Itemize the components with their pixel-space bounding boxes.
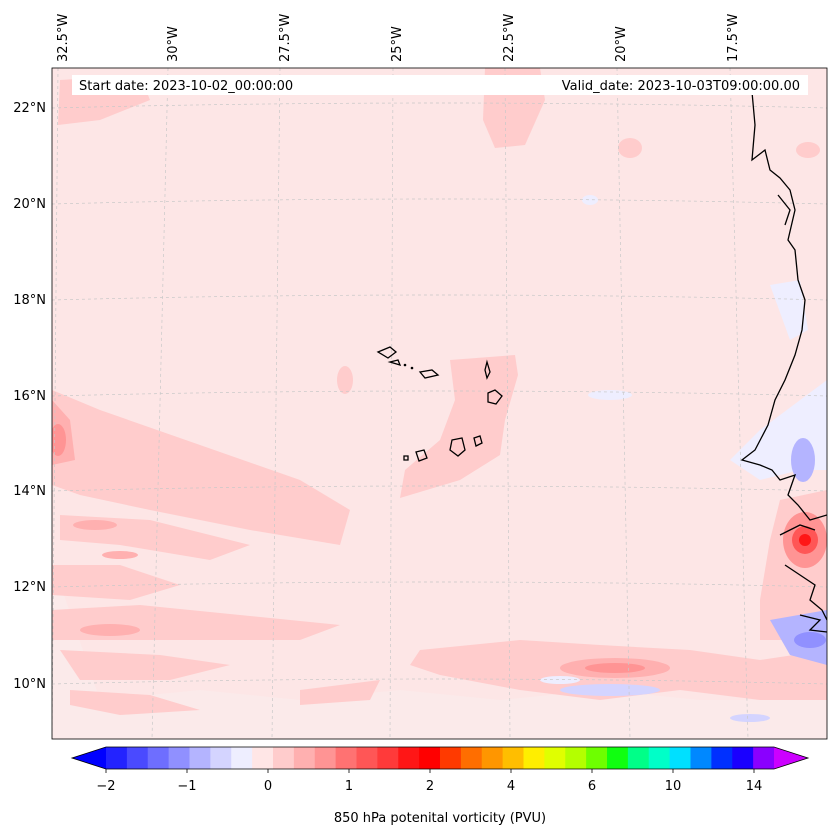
colorbar-cell (273, 747, 295, 769)
colorbar-ticks (105, 769, 755, 773)
colorbar-cell (440, 747, 462, 769)
colorbar-cell (544, 747, 566, 769)
colorbar-cell (231, 747, 253, 769)
colorbar-cell (377, 747, 399, 769)
valid-date-label: Valid_date: 2023-10-03T09:00:00.00 (562, 79, 800, 94)
colorbar-cell (419, 747, 441, 769)
colorbar-cell (293, 747, 316, 769)
colorbar-cell (669, 747, 692, 769)
colorbar-cell (460, 747, 483, 769)
colorbar-tick-label: 10 (665, 779, 682, 794)
coastlines (740, 91, 827, 633)
lat-label: 10°N (13, 677, 46, 692)
lon-label: 32.5°W (56, 14, 71, 62)
lon-label: 25°W (390, 26, 405, 62)
lon-label: 17.5°W (726, 14, 741, 62)
colorbar-cell (398, 747, 420, 769)
colorbar-min-extension (72, 747, 106, 769)
small-islet-dots (403, 363, 414, 370)
longitude-labels: 32.5°W 30°W 27.5°W 25°W 22.5°W 20°W 17.5… (56, 14, 741, 62)
colorbar-tick-labels: −2 −1 0 1 2 4 6 10 14 (96, 779, 762, 794)
colorbar-max-extension (774, 747, 808, 769)
colorbar-cell (690, 747, 712, 769)
lon-label: 27.5°W (278, 14, 293, 62)
colorbar-cell (648, 747, 671, 769)
colorbar-cell (314, 747, 337, 769)
lat-label: 12°N (13, 580, 46, 595)
cape-verde-islands (376, 346, 503, 462)
colorbar-cell (106, 747, 128, 769)
lat-label: 20°N (13, 197, 46, 212)
colorbar-tick-label: 6 (588, 779, 596, 794)
colorbar-cell (126, 747, 149, 769)
lat-label: 22°N (13, 101, 46, 116)
latitude-labels: 22°N 20°N 18°N 16°N 14°N 12°N 10°N (13, 101, 46, 692)
graticule (52, 68, 827, 739)
colorbar-cell (523, 747, 545, 769)
colorbar-label: 850 hPa potenital vorticity (PVU) (334, 811, 546, 826)
colorbar-cell (586, 747, 608, 769)
colorbar-cells (106, 747, 775, 769)
colorbar-cell (356, 747, 378, 769)
colorbar-cell (502, 747, 525, 769)
colorbar-cell (565, 747, 587, 769)
colorbar-tick-label: −2 (96, 779, 115, 794)
lon-label: 30°W (166, 26, 181, 62)
colorbar-cell (252, 747, 274, 769)
map-frame (51, 67, 828, 740)
colorbar-tick-label: 14 (746, 779, 763, 794)
colorbar-cell (607, 747, 629, 769)
date-banner (72, 75, 808, 95)
colorbar-tick-label: 2 (426, 779, 434, 794)
lon-label: 22.5°W (502, 14, 517, 62)
pv-contour-fills (52, 68, 827, 739)
lon-label: 20°W (614, 26, 629, 62)
lat-label: 16°N (13, 389, 46, 404)
colorbar: −2 −1 0 1 2 4 6 10 14 850 hPa potenital … (70, 746, 810, 826)
colorbar-tick-label: 4 (507, 779, 515, 794)
colorbar-tick-label: 1 (345, 779, 353, 794)
colorbar-cell (711, 747, 733, 769)
colorbar-tick-label: 0 (264, 779, 272, 794)
africa-coastline (740, 91, 827, 521)
colorbar-cell (147, 747, 170, 769)
lat-label: 14°N (13, 484, 46, 499)
colorbar-cell (210, 747, 232, 769)
start-date-label: Start date: 2023-10-02_00:00:00 (79, 79, 293, 94)
colorbar-cell (189, 747, 211, 769)
colorbar-cell (168, 747, 191, 769)
lat-label: 18°N (13, 293, 46, 308)
colorbar-cell (753, 747, 775, 769)
colorbar-cell (481, 747, 504, 769)
colorbar-cell (627, 747, 650, 769)
map-panel (52, 68, 827, 739)
colorbar-cell (335, 747, 358, 769)
colorbar-cell (732, 747, 754, 769)
colorbar-tick-label: −1 (177, 779, 196, 794)
